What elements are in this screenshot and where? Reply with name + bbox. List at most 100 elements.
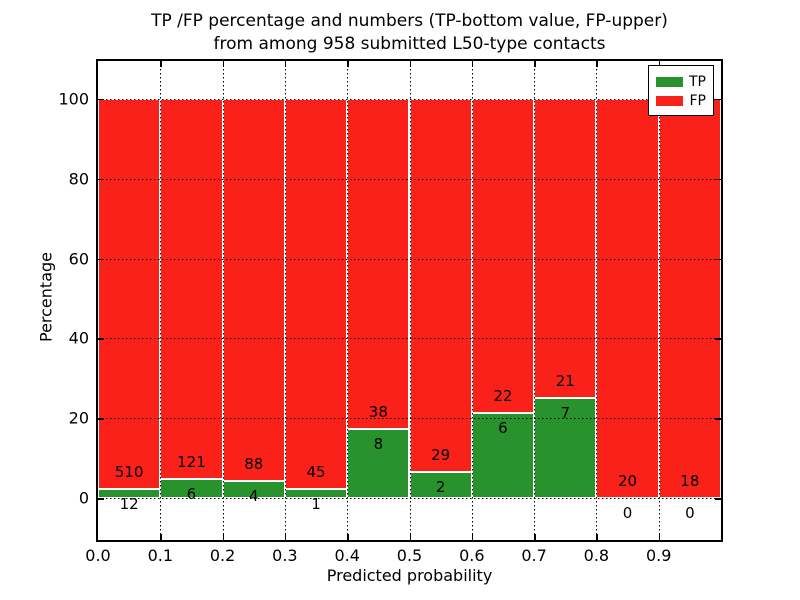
x-gridline: [409, 61, 411, 540]
x-tick-label: 0.3: [272, 546, 298, 565]
tp-bar-segment: [409, 472, 472, 499]
y-tickmark-right: [715, 498, 721, 500]
x-tick-label: 0.9: [645, 546, 672, 565]
fp-bar-segment: [534, 98, 597, 399]
legend-label-tp: TP: [689, 73, 706, 90]
fp-count-label: 21: [555, 372, 575, 391]
tp-bar-segment: [534, 398, 597, 499]
fp-bar-segment: [160, 98, 223, 480]
fp-bar-segment: [284, 98, 348, 490]
tp-bar-segment: [98, 488, 161, 499]
tp-bar-segment: [471, 412, 535, 499]
fp-count-label: 29: [431, 446, 451, 465]
y-gridline: [98, 498, 721, 500]
tp-count-label: 6: [186, 485, 197, 504]
x-gridline: [658, 61, 660, 540]
tp-count-label: 6: [498, 418, 508, 437]
tp-count-label: 0: [622, 504, 633, 523]
fp-bar-segment: [222, 98, 285, 481]
y-tick-label: 20: [68, 408, 89, 428]
y-tickmark-right: [715, 338, 721, 340]
legend-item-fp: FP: [656, 91, 706, 110]
fp-count-label: 20: [618, 472, 638, 491]
x-tickmark-top: [534, 61, 536, 67]
x-tick-label: 0.0: [85, 546, 111, 565]
x-tickmark-top: [222, 61, 225, 67]
y-tickmark-right: [715, 418, 721, 420]
chart-title-line2: from among 958 submitted L50-type contac…: [213, 34, 606, 54]
y-tick-label: 80: [68, 169, 89, 189]
x-tickmark-bottom: [471, 534, 474, 540]
plot-area: 510 12 121 6 88 4 45 1 38 8 29 2 22 6 21 7 20 0 18 0 0.0 0.1…: [58, 59, 723, 565]
legend-item-tp: TP: [656, 72, 706, 91]
y-tickmark-right: [715, 178, 721, 181]
y-tickmark-left: [98, 498, 104, 500]
fp-count-label: 45: [306, 463, 326, 482]
x-gridline: [160, 61, 162, 540]
x-tick-label: 0.6: [459, 546, 485, 565]
x-tickmark-bottom: [284, 534, 287, 540]
x-tickmark-bottom: [596, 534, 598, 540]
legend-swatch-fp-icon: [656, 95, 683, 106]
x-tickmark-top: [160, 61, 162, 67]
x-gridline: [471, 61, 473, 540]
y-tick-label: 100: [58, 89, 89, 109]
y-axis-label: Percentage: [36, 251, 56, 343]
x-tick-label: 0.1: [147, 546, 174, 565]
x-gridline: [347, 61, 349, 540]
tp-count-label: 7: [560, 404, 571, 423]
legend: TP FP: [648, 65, 714, 116]
x-tickmark-top: [284, 61, 287, 67]
tp-count-label: 2: [435, 478, 446, 497]
fp-bar-segment: [409, 98, 472, 473]
legend-label-fp: FP: [689, 92, 707, 109]
x-tickmark-top: [409, 61, 411, 67]
x-tickmark-bottom: [409, 534, 411, 540]
x-tickmark-bottom: [222, 534, 225, 540]
tp-count-label: 8: [373, 434, 384, 453]
fp-bar-segment: [347, 98, 410, 429]
y-tickmark-left: [98, 418, 104, 420]
y-tick-label: 0: [78, 488, 89, 508]
y-tickmark-right: [715, 258, 721, 261]
y-tick-label: 60: [68, 249, 89, 269]
x-tick-label: 0.5: [396, 546, 423, 565]
fp-bar-segment: [471, 98, 535, 413]
x-tick-label: 0.7: [521, 546, 547, 565]
x-tickmark-top: [596, 61, 598, 67]
fp-count-label: 121: [177, 453, 206, 472]
x-tickmark-bottom: [347, 534, 349, 540]
y-gridline: [98, 338, 721, 340]
x-gridline: [534, 61, 536, 540]
x-tickmark-bottom: [534, 534, 536, 540]
fp-bar-segment: [596, 98, 659, 499]
fp-count-label: 22: [493, 386, 513, 405]
y-gridline: [98, 418, 721, 420]
y-gridline: [98, 258, 721, 260]
y-tickmark-right: [715, 98, 721, 101]
fp-count-label: 18: [680, 472, 700, 491]
y-gridline: [98, 178, 721, 180]
tp-bar-segment: [347, 428, 410, 499]
x-gridline: [596, 61, 598, 540]
x-tickmark-bottom: [658, 534, 661, 540]
fp-bar-segment: [658, 98, 721, 499]
fp-count-label: 510: [114, 462, 144, 481]
x-axis-label: Predicted probability: [326, 566, 493, 585]
tp-count-label: 4: [248, 486, 259, 505]
y-tickmark-left: [98, 338, 104, 340]
x-tick-label: 0.8: [583, 546, 610, 565]
fp-count-label: 88: [244, 454, 264, 473]
fp-bar-segment: [98, 98, 161, 489]
x-gridline: [284, 61, 286, 540]
y-gridline: [98, 98, 721, 100]
y-tickmark-left: [98, 178, 104, 181]
tp-count-label: 12: [119, 494, 139, 513]
y-tickmark-left: [98, 258, 104, 261]
y-tick-label: 40: [68, 328, 89, 348]
legend-swatch-tp-icon: [656, 76, 683, 87]
x-tick-label: 0.2: [209, 546, 236, 565]
x-tickmark-top: [347, 61, 349, 67]
x-tickmark-top: [658, 61, 661, 67]
